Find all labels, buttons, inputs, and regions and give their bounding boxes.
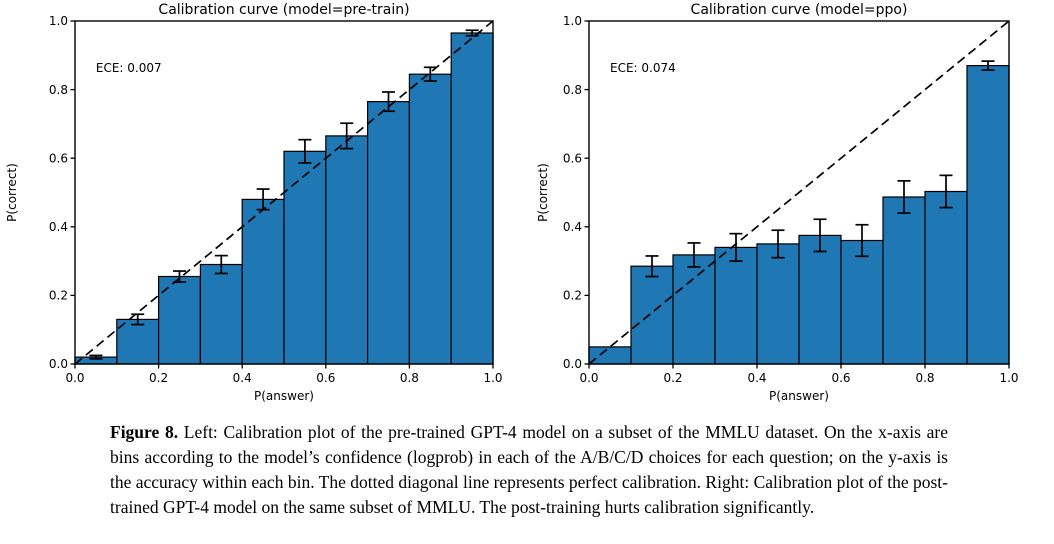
bar-bin-6	[840, 239, 884, 365]
error-bar-bin-1	[131, 313, 145, 326]
ece-annotation: ECE: 0.007	[96, 61, 162, 75]
x-tick-label: 0.4	[233, 371, 252, 385]
x-tick-label: 0.8	[400, 371, 419, 385]
y-tick-label: 0.0	[49, 357, 68, 371]
y-tick-label: 0.6	[563, 151, 582, 165]
y-tick-label: 0.4	[49, 220, 68, 234]
y-axis-label: P(correct)	[5, 163, 19, 222]
error-bar-bin-3	[214, 254, 228, 275]
chart-title: Calibration curve (model=pre-train)	[158, 2, 409, 18]
y-tick-label: 0.4	[563, 220, 582, 234]
y-axis-label: P(correct)	[536, 163, 550, 222]
error-bar-bin-9	[465, 29, 479, 37]
x-tick-label: 0.0	[65, 371, 84, 385]
bar-bin-6	[325, 135, 369, 365]
x-tick-label: 1.0	[483, 371, 502, 385]
x-axis-label: P(answer)	[254, 389, 314, 403]
perfect-calibration-line	[588, 20, 1010, 365]
perfect-calibration-line	[74, 20, 494, 365]
y-tick-label: 0.6	[49, 151, 68, 165]
error-bar-bin-8	[939, 174, 953, 209]
error-bar-bin-7	[382, 91, 395, 113]
charts-row: 0.0 0.2 0.4 0.6 0.8 1.0 0.0 0.2 0.4 0.6 0.8 1.0 Cali…	[5, 2, 1019, 403]
error-bar-bin-8	[423, 66, 437, 82]
bar-bin-4	[756, 243, 800, 365]
x-tick-label: 0.2	[149, 371, 168, 385]
bar-bin-7	[882, 196, 926, 365]
error-bar-bin-7	[897, 179, 911, 214]
y-tick-label: 0.0	[563, 357, 582, 371]
bar-bin-7	[367, 100, 411, 365]
error-bar-bin-4	[771, 229, 785, 259]
bar-bin-5	[798, 234, 842, 365]
x-axis-label: P(answer)	[769, 389, 829, 403]
plot-border	[74, 20, 494, 365]
error-bar-bin-9	[981, 60, 995, 71]
bar-bin-0	[588, 346, 632, 365]
bar-bin-3	[199, 263, 243, 365]
bar-bin-8	[924, 190, 968, 365]
y-tick-label: 0.2	[563, 289, 582, 303]
bar-bin-5	[283, 150, 327, 365]
error-bar-bin-4	[256, 188, 270, 211]
x-tick-label: 0.2	[663, 371, 682, 385]
error-bar-bin-5	[813, 218, 827, 253]
x-tick-label: 0.4	[747, 371, 766, 385]
figure-caption-label: Figure 8.	[110, 422, 179, 442]
y-tick-label: 0.8	[49, 83, 68, 97]
figure-caption: Figure 8. Left: Calibration plot of the …	[110, 420, 948, 520]
bar-bin-9	[966, 64, 1010, 365]
chart-title: Calibration curve (model=ppo)	[691, 2, 908, 18]
error-bar-bin-0	[89, 354, 103, 360]
x-tick-label: 0.0	[579, 371, 598, 385]
x-tick-label: 0.6	[316, 371, 335, 385]
error-bar-bin-6	[855, 223, 869, 258]
calibration-chart-pretrain: 0.0 0.2 0.4 0.6 0.8 1.0 0.0 0.2 0.4 0.6 0.8 1.0 Cali…	[5, 2, 503, 403]
error-bar-bin-2	[687, 242, 701, 268]
calibration-chart-ppo: 0.0 0.2 0.4 0.6 0.8 1.0 0.0 0.2 0.4 0.6 0.8 1.0 Cali…	[536, 2, 1019, 403]
bar-bin-2	[672, 254, 716, 365]
y-tick-label: 1.0	[563, 14, 582, 28]
bar-bin-9	[450, 32, 494, 365]
bar-bin-3	[714, 246, 758, 365]
bar-bin-8	[408, 73, 452, 365]
bar-bin-1	[630, 265, 674, 365]
error-bar-bin-6	[340, 122, 354, 150]
y-tick-label: 0.8	[563, 83, 582, 97]
error-bar-bin-1	[645, 255, 659, 278]
x-tick-label: 0.8	[915, 371, 934, 385]
x-tick-label: 0.6	[831, 371, 850, 385]
error-bar-bin-3	[729, 232, 743, 262]
figure-caption-text: Left: Calibration plot of the pre-traine…	[110, 422, 948, 517]
error-bar-bin-2	[173, 270, 186, 283]
error-bar-bin-5	[298, 138, 312, 164]
bar-bin-1	[116, 318, 160, 365]
ece-annotation: ECE: 0.074	[610, 61, 676, 75]
bar-bin-4	[241, 198, 285, 365]
plot-border	[588, 20, 1010, 365]
x-tick-label: 1.0	[999, 371, 1018, 385]
y-tick-label: 1.0	[49, 14, 68, 28]
y-tick-label: 0.2	[49, 289, 68, 303]
